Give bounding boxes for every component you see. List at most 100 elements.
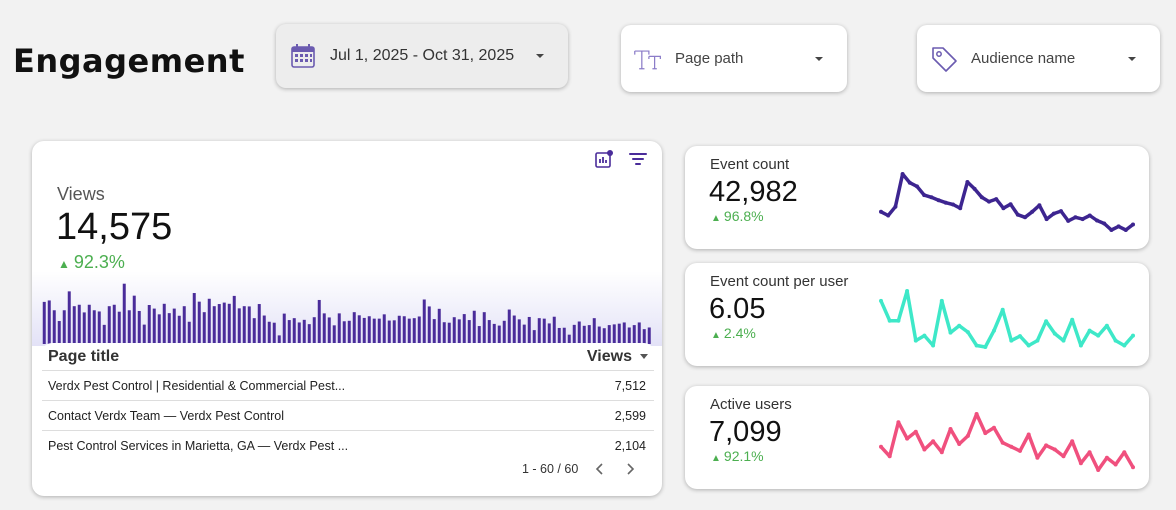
views-delta-value: 92.3% [73,252,125,272]
chevron-right-icon[interactable] [622,461,638,477]
page-title-table: Page title Views Verdx Pest Control | Re… [42,343,654,461]
date-range-filter[interactable]: Jul 1, 2025 - Oct 31, 2025 [276,24,568,88]
sparkline-point [939,450,944,455]
sparkline-point [1080,217,1085,222]
sparkline-point [983,345,988,349]
sparkline-point [1096,333,1101,338]
chart-settings-icon[interactable] [594,149,614,169]
views-bar [357,315,361,344]
views-bar [592,318,596,344]
views-bar [432,319,436,344]
sparkline-point [1044,319,1049,324]
views-bar [517,319,521,344]
sparkline-point [987,199,991,204]
sparkline-point [1131,333,1135,338]
views-bar [507,309,511,344]
sparkline-point [1087,328,1092,333]
event-count-per-user-sparkline [879,289,1135,349]
sparkline-point [958,206,963,211]
views-bar [417,316,421,344]
sparkline-point [1116,224,1121,229]
kpi-value: 7,099 [709,416,782,448]
row-views: 7,512 [614,378,646,393]
views-bar [112,304,116,344]
views-bar [122,283,126,344]
filter-icon[interactable] [628,149,648,169]
audience-filter[interactable]: Audience name [917,25,1160,92]
kpi-delta-value: 96.8% [723,208,764,224]
sparkline-point [1018,334,1022,339]
sparkline-point [1026,343,1031,348]
sparkline-point [951,202,955,207]
sparkline-point [1095,218,1099,223]
sparkline-point [1001,206,1006,211]
views-bar [342,321,346,344]
chevron-down-icon [536,54,544,58]
table-row[interactable]: Pest Control Services in Marietta, GA — … [42,431,654,461]
page-path-label: Page path [675,50,744,67]
views-bar [582,325,586,344]
sparkline-point [1070,317,1075,322]
sparkline-point [979,195,984,200]
sparkline-point [1109,228,1114,232]
views-bar [102,324,106,344]
views-bar [147,305,151,344]
column-header-views[interactable]: Views [587,348,648,366]
views-bar [42,301,46,344]
page-path-filter[interactable]: Page path [621,25,847,92]
views-bar [457,319,461,344]
views-bar [142,324,146,344]
views-bar [487,320,491,344]
views-bar-chart [42,283,651,345]
sparkline-point [1078,461,1083,466]
sparkline-point [1104,323,1109,328]
views-bar [177,315,181,344]
views-bar [437,308,441,344]
sparkline-point [1122,450,1127,455]
table-row[interactable]: Verdx Pest Control | Residential & Comme… [42,371,654,401]
sparkline-point [1051,211,1056,216]
chevron-down-icon [815,56,823,61]
page-title: Engagement [13,42,245,80]
views-bar [172,308,176,344]
sparkline-point [1009,338,1014,343]
views-bar [442,322,446,344]
views-bar [512,315,516,344]
sparkline-point [913,429,918,434]
column-header-page-title[interactable]: Page title [48,347,120,365]
views-bar [552,316,556,344]
views-bar [637,322,641,344]
kpi-delta: ▲ 96.8% [711,208,764,224]
views-bar [212,306,216,344]
sparkline-point [1035,455,1040,460]
views-bar [527,316,531,344]
chevron-down-icon [1128,56,1136,61]
sparkline-point [965,433,970,438]
kpi-delta-value: 92.1% [723,448,764,464]
sparkline-point [939,298,944,303]
kpi-label: Event count per user [710,273,849,290]
views-bar [472,310,476,344]
views-bar [627,327,631,344]
views-bar [367,316,371,344]
table-row[interactable]: Contact Verdx Team — Verdx Pest Control … [42,401,654,431]
sparkline-point [992,425,996,430]
views-bar [222,302,226,344]
chevron-left-icon[interactable] [592,461,608,477]
views-bar [257,304,261,344]
sparkline-point [1059,209,1063,214]
sparkline-point [879,209,883,214]
views-bar [52,310,56,344]
kpi-card-event-count: Event count 42,982 ▲ 96.8% [685,146,1149,249]
sparkline-point [994,197,999,202]
kpi-value: 42,982 [709,176,798,208]
sparkline-point [907,180,912,185]
sparkline-point [1131,465,1135,470]
views-bar [192,293,196,344]
kpi-delta: ▲ 2.4% [711,325,756,341]
sparkline-point [922,333,927,338]
views-bar [137,310,141,344]
views-bar [392,320,396,344]
text-type-icon [633,44,663,74]
kpi-card-active-users: Active users 7,099 ▲ 92.1% [685,386,1149,489]
